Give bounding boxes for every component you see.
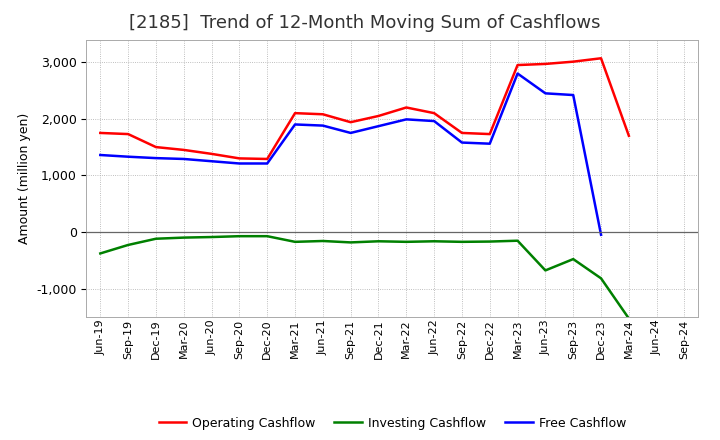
Investing Cashflow — [597, 276, 606, 281]
Investing Cashflow — [179, 235, 188, 240]
Free Cashflow — [541, 91, 550, 96]
Free Cashflow — [235, 161, 243, 166]
Free Cashflow — [318, 123, 327, 128]
Free Cashflow — [346, 130, 355, 136]
Free Cashflow — [124, 154, 132, 159]
Operating Cashflow — [458, 130, 467, 136]
Operating Cashflow — [624, 133, 633, 139]
Operating Cashflow — [179, 147, 188, 153]
Free Cashflow — [430, 118, 438, 124]
Y-axis label: Amount (million yen): Amount (million yen) — [18, 113, 31, 244]
Operating Cashflow — [402, 105, 410, 110]
Line: Operating Cashflow: Operating Cashflow — [100, 58, 629, 159]
Operating Cashflow — [318, 112, 327, 117]
Investing Cashflow — [374, 238, 383, 244]
Legend: Operating Cashflow, Investing Cashflow, Free Cashflow: Operating Cashflow, Investing Cashflow, … — [153, 412, 631, 435]
Operating Cashflow — [263, 156, 271, 161]
Investing Cashflow — [291, 239, 300, 245]
Investing Cashflow — [207, 235, 216, 240]
Text: [2185]  Trend of 12-Month Moving Sum of Cashflows: [2185] Trend of 12-Month Moving Sum of C… — [130, 15, 600, 33]
Operating Cashflow — [207, 151, 216, 157]
Investing Cashflow — [541, 268, 550, 273]
Operating Cashflow — [235, 156, 243, 161]
Investing Cashflow — [96, 251, 104, 256]
Investing Cashflow — [513, 238, 522, 243]
Investing Cashflow — [569, 257, 577, 262]
Line: Investing Cashflow: Investing Cashflow — [100, 236, 629, 319]
Free Cashflow — [207, 158, 216, 164]
Free Cashflow — [263, 161, 271, 166]
Free Cashflow — [291, 122, 300, 127]
Free Cashflow — [152, 155, 161, 161]
Free Cashflow — [513, 71, 522, 76]
Line: Free Cashflow: Free Cashflow — [100, 73, 601, 235]
Investing Cashflow — [152, 236, 161, 242]
Operating Cashflow — [96, 130, 104, 136]
Investing Cashflow — [458, 239, 467, 245]
Investing Cashflow — [402, 239, 410, 245]
Investing Cashflow — [346, 240, 355, 245]
Investing Cashflow — [485, 239, 494, 244]
Operating Cashflow — [374, 114, 383, 119]
Free Cashflow — [374, 124, 383, 129]
Operating Cashflow — [152, 144, 161, 150]
Free Cashflow — [485, 141, 494, 147]
Operating Cashflow — [430, 110, 438, 116]
Operating Cashflow — [513, 62, 522, 68]
Investing Cashflow — [318, 238, 327, 244]
Operating Cashflow — [541, 61, 550, 66]
Operating Cashflow — [569, 59, 577, 64]
Investing Cashflow — [124, 242, 132, 248]
Investing Cashflow — [263, 234, 271, 239]
Free Cashflow — [179, 156, 188, 161]
Investing Cashflow — [624, 316, 633, 321]
Operating Cashflow — [346, 120, 355, 125]
Free Cashflow — [458, 140, 467, 145]
Operating Cashflow — [485, 132, 494, 137]
Operating Cashflow — [597, 55, 606, 61]
Free Cashflow — [96, 152, 104, 158]
Free Cashflow — [569, 92, 577, 98]
Free Cashflow — [597, 232, 606, 238]
Investing Cashflow — [235, 234, 243, 239]
Operating Cashflow — [291, 110, 300, 116]
Investing Cashflow — [430, 238, 438, 244]
Free Cashflow — [402, 117, 410, 122]
Operating Cashflow — [124, 132, 132, 137]
